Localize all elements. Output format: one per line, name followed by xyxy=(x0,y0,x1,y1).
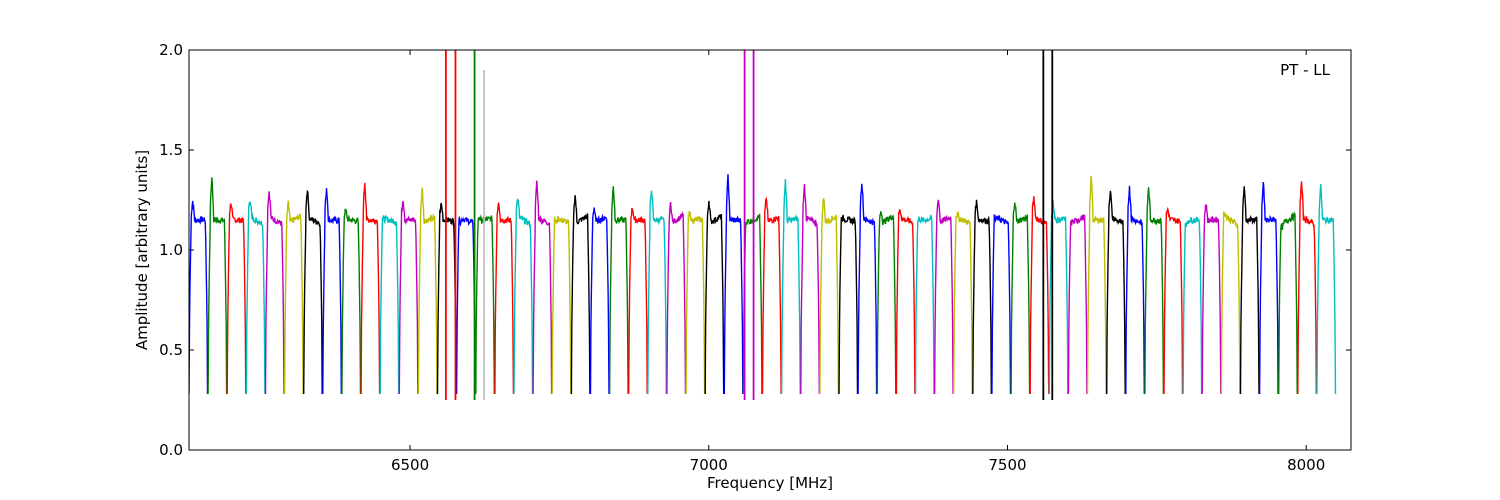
series-line xyxy=(628,207,648,395)
series-line xyxy=(800,183,820,395)
series-line xyxy=(570,195,591,395)
x-axis: 6500 7000 7500 8000 xyxy=(391,50,1325,474)
series-line xyxy=(1067,214,1088,395)
y-tick-label: 2.0 xyxy=(159,41,183,59)
y-axis: 0.0 0.5 1.0 1.5 2.0 xyxy=(159,41,1351,459)
series-line xyxy=(398,200,419,395)
x-tick-label: 8000 xyxy=(1287,456,1325,474)
series-line xyxy=(226,203,247,395)
series-line xyxy=(245,201,266,395)
series-line xyxy=(991,214,1012,395)
x-tick-label: 7500 xyxy=(988,456,1026,474)
x-axis-label: Frequency [MHz] xyxy=(707,474,833,492)
series-line xyxy=(1239,186,1260,395)
series-line xyxy=(666,202,687,395)
series-line xyxy=(1297,181,1317,395)
y-tick-label: 1.5 xyxy=(159,141,183,159)
series-line xyxy=(876,211,897,395)
series-line xyxy=(819,198,840,395)
series-line xyxy=(303,189,323,395)
series-line xyxy=(1278,211,1298,395)
series-line xyxy=(953,210,973,395)
series-line xyxy=(1201,204,1222,395)
series-line xyxy=(1144,187,1165,395)
series-line xyxy=(780,179,801,395)
series-line xyxy=(1029,196,1050,395)
series-line xyxy=(589,207,610,395)
series-line xyxy=(360,182,381,395)
series-line xyxy=(189,200,209,395)
series-line xyxy=(838,214,859,395)
series-line xyxy=(341,208,362,395)
series-line xyxy=(608,186,629,395)
series-line xyxy=(685,210,706,395)
series-line xyxy=(1086,175,1107,395)
series-line xyxy=(761,196,782,395)
series-line xyxy=(417,187,438,395)
series-line xyxy=(475,214,495,395)
series-line xyxy=(742,213,763,395)
series-line xyxy=(1316,183,1337,395)
series-line xyxy=(723,174,744,395)
series-line xyxy=(1220,211,1241,395)
series-line xyxy=(379,214,400,395)
series-line xyxy=(532,180,553,395)
series-line xyxy=(1182,216,1203,395)
series-line xyxy=(494,202,515,395)
series-line xyxy=(857,183,878,395)
series-line xyxy=(933,199,954,395)
series-line xyxy=(513,198,534,395)
series-line xyxy=(647,190,667,395)
series-line xyxy=(264,191,285,395)
series-line xyxy=(1010,202,1031,395)
series-line xyxy=(1106,190,1126,395)
y-tick-label: 0.0 xyxy=(159,441,183,459)
series-line xyxy=(895,209,916,395)
series-line xyxy=(1163,206,1184,395)
y-tick-label: 1.0 xyxy=(159,241,183,259)
series-line xyxy=(704,200,725,395)
y-tick-label: 0.5 xyxy=(159,341,183,359)
series-line xyxy=(1125,185,1145,395)
series-line xyxy=(914,214,935,395)
series-line xyxy=(283,200,304,395)
plot-lines xyxy=(189,50,1337,400)
series-line xyxy=(972,199,992,395)
annotation-label: PT - LL xyxy=(1280,61,1331,79)
series-line xyxy=(207,177,228,395)
x-tick-label: 6500 xyxy=(391,456,429,474)
series-line xyxy=(1258,182,1279,395)
series-line xyxy=(436,202,457,395)
series-line xyxy=(322,188,342,395)
series-line xyxy=(455,216,476,395)
y-axis-label: Amplitude [arbitrary units] xyxy=(133,150,151,350)
x-tick-label: 7000 xyxy=(690,456,728,474)
series-line xyxy=(551,215,572,395)
